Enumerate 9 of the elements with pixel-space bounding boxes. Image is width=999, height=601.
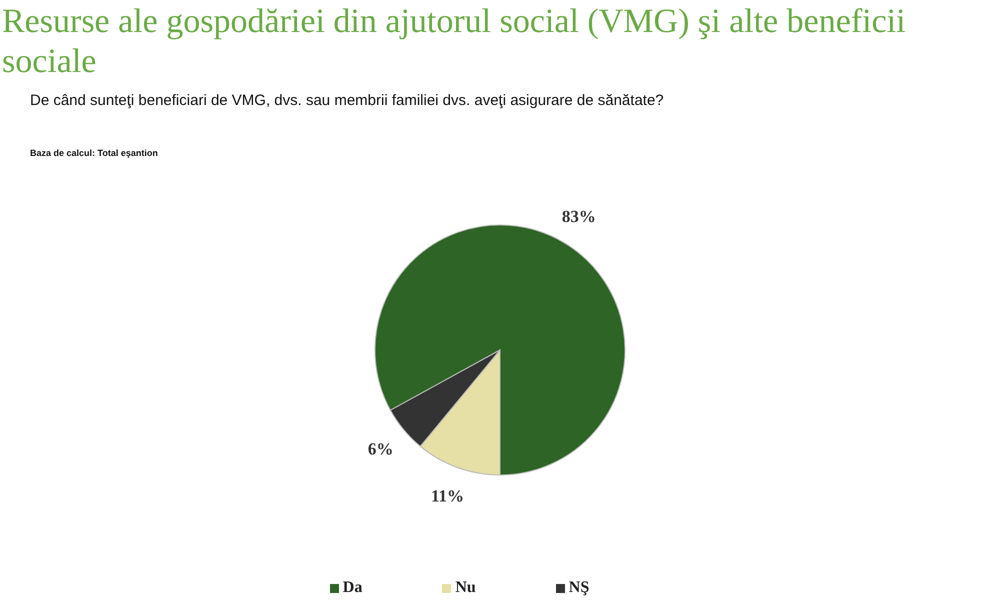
legend-label: Da [342, 579, 362, 596]
data-label: 6% [368, 439, 394, 458]
legend-label: Nu [455, 579, 476, 596]
data-label: 11% [430, 486, 464, 506]
chart-title: Resurse ale gospodăriei din ajutorul social (VMG) şi alte beneficii sociale [2, 2, 907, 82]
chart-subtitle: De când sunteţi beneficiari de VMG, dvs. sau membrii familiei dvs. aveţi asigurare de sănătate? [30, 92, 664, 109]
legend-label: NŞ [568, 579, 590, 596]
data-label: 83% [562, 207, 596, 226]
text: Baza de calcul: Total eşantion [30, 148, 158, 158]
